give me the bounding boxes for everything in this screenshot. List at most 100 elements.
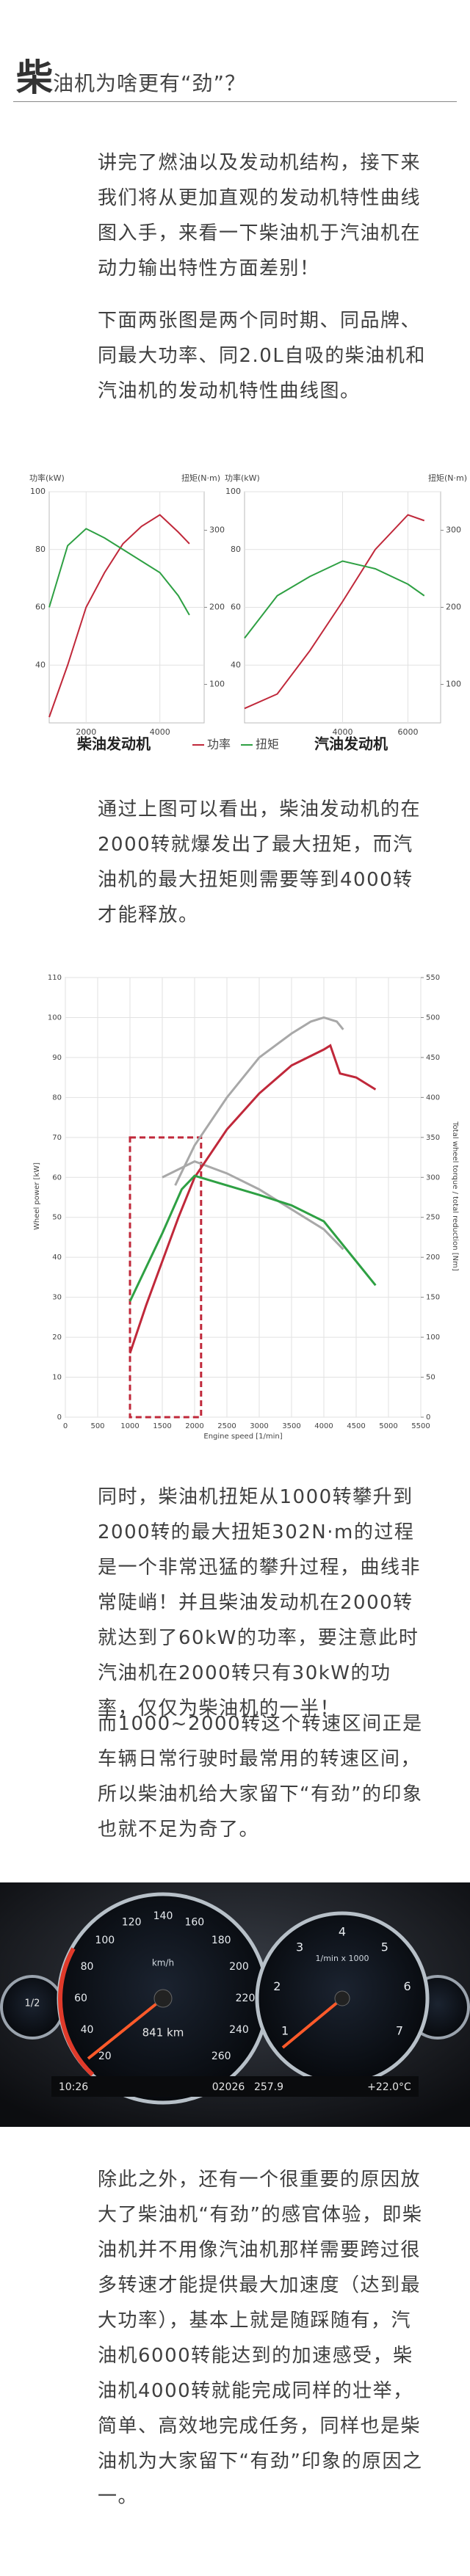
y-tick-label: 50 bbox=[52, 1214, 62, 1222]
y2-tick-label: 450 bbox=[426, 1054, 440, 1062]
x-tick-label: 4000 bbox=[314, 1422, 333, 1430]
gauge-number: 100 bbox=[95, 1935, 115, 1946]
gauge-number: 220 bbox=[236, 1993, 256, 2004]
gauge-number: 4 bbox=[339, 1925, 346, 1939]
paragraph: 通过上图可以看出，柴油发动机的在2000转就爆发出了最大扭矩，而汽油机的最大扭矩… bbox=[98, 798, 422, 926]
series-line bbox=[174, 1016, 344, 1186]
y-tick-label: 80 bbox=[52, 1094, 62, 1102]
dashboard-photo: km/h 1/min x 1000 1/2 841 km 10:26 02026… bbox=[0, 1882, 470, 2127]
x-tick-label: 5000 bbox=[379, 1422, 397, 1430]
y-tick-label: 60 bbox=[35, 603, 46, 612]
heading: 柴油机为啥更有“劲”？ bbox=[16, 48, 246, 101]
y-tick-label: 80 bbox=[35, 545, 46, 554]
y-tick-label: 60 bbox=[231, 603, 241, 612]
y2-tick-label: 100 bbox=[446, 680, 461, 689]
y2-tick-label: 200 bbox=[426, 1254, 440, 1262]
y2-tick-label: 100 bbox=[426, 1334, 440, 1342]
gauge-number: 6 bbox=[404, 1979, 411, 1993]
trip: 257.9 bbox=[254, 2081, 283, 2093]
legend-label: 扭矩 bbox=[256, 738, 279, 752]
legend-label: 功率 bbox=[207, 738, 231, 752]
comparison-chart: 0 500 1000 1500 2000 2500 3000 3500 4000 4500 5000… bbox=[33, 974, 459, 1441]
gauge-number: 1 bbox=[281, 2024, 289, 2038]
y2-tick-label: 400 bbox=[426, 1094, 440, 1102]
paragraph: 下面两张图是两个同时期、同品牌、同最大功率、同2.0L自吸的柴油机和汽油机的发动… bbox=[98, 310, 426, 402]
y2-tick-label: 150 bbox=[426, 1294, 440, 1302]
x-tick-label: 3000 bbox=[250, 1422, 268, 1430]
speed-needle bbox=[87, 1997, 164, 2060]
temperature: +22.0°C bbox=[367, 2081, 411, 2093]
needle-hub bbox=[334, 1990, 350, 2006]
y2-tick-label: 200 bbox=[446, 603, 461, 612]
x-tick-label: 0 bbox=[63, 1422, 68, 1430]
range: 841 km bbox=[142, 2026, 184, 2040]
y2-axis-label: Total wheel torque / total reduction [Nm… bbox=[451, 1121, 459, 1271]
y-tick-label: 60 bbox=[52, 1174, 62, 1182]
heading-text: 油机为啥更有“劲”？ bbox=[53, 71, 247, 95]
gauge-number: 40 bbox=[81, 2024, 94, 2036]
gauge-number: 60 bbox=[74, 1993, 87, 2004]
rpm-needle bbox=[281, 1997, 344, 2049]
y2-tick-label: 100 bbox=[209, 680, 225, 689]
y-tick-label: 30 bbox=[52, 1294, 62, 1302]
y-axis-label: 功率(kW) bbox=[29, 473, 65, 483]
series-line bbox=[48, 514, 190, 718]
series-line bbox=[244, 514, 425, 710]
gauge-number: 20 bbox=[98, 2051, 112, 2062]
series-line bbox=[244, 560, 425, 639]
y2-tick-label: 50 bbox=[426, 1374, 435, 1382]
gauge-number: 2 bbox=[273, 1979, 281, 1993]
y2-tick-label: 550 bbox=[426, 974, 440, 982]
y-tick-label: 80 bbox=[231, 545, 241, 554]
odometer: 02026 bbox=[212, 2081, 245, 2093]
x-tick-label: 3500 bbox=[282, 1422, 300, 1430]
y2-tick-label: 500 bbox=[426, 1014, 440, 1022]
gauge-number: 200 bbox=[229, 1961, 249, 1973]
time: 10:26 bbox=[59, 2081, 88, 2093]
y-tick-label: 90 bbox=[52, 1054, 62, 1062]
y2-tick-label: 250 bbox=[426, 1214, 440, 1222]
x-tick-label: 1500 bbox=[153, 1422, 171, 1430]
x-tick-label: 2500 bbox=[217, 1422, 236, 1430]
x-tick-label: 1000 bbox=[120, 1422, 139, 1430]
y-tick-label: 40 bbox=[52, 1254, 62, 1262]
x-tick-label: 2000 bbox=[185, 1422, 203, 1430]
paragraph: 而1000~2000转这个转速区间正是车辆日常行驶时最常用的转速区间，所以柴油机… bbox=[98, 1713, 423, 1841]
x-tick-label: 500 bbox=[90, 1422, 104, 1430]
heading-rule bbox=[13, 101, 457, 102]
y-tick-label: 10 bbox=[52, 1374, 62, 1382]
gauge-number: 180 bbox=[212, 1935, 231, 1946]
y-tick-label: 110 bbox=[48, 974, 62, 982]
y-tick-label: 20 bbox=[52, 1334, 62, 1342]
x-axis-label: Engine speed [1/min] bbox=[203, 1433, 282, 1441]
gauge-number: 240 bbox=[229, 2024, 249, 2036]
y-axis-label: Wheel power [kW] bbox=[33, 1163, 41, 1230]
y-tick-label: 100 bbox=[30, 487, 46, 496]
gauge-number: 120 bbox=[122, 1917, 142, 1929]
x-tick-label: 2000 bbox=[76, 727, 96, 737]
chart-title: 汽油发动机 bbox=[314, 735, 388, 753]
y2-axis-label: 扭矩(N·m) bbox=[428, 473, 467, 483]
speed-red-arc bbox=[58, 1947, 95, 2077]
heading-initial: 柴 bbox=[16, 57, 53, 99]
info-strip bbox=[51, 2076, 419, 2097]
y2-tick-label: 0 bbox=[426, 1413, 430, 1422]
gauge-number: 5 bbox=[381, 1940, 388, 1954]
y-axis-label: 功率(kW) bbox=[225, 473, 260, 483]
y2-tick-label: 200 bbox=[209, 603, 225, 612]
rpm-unit: 1/min x 1000 bbox=[316, 1954, 369, 1963]
y2-tick-label: 300 bbox=[426, 1174, 440, 1182]
y-tick-label: 40 bbox=[231, 660, 241, 669]
y-tick-label: 70 bbox=[52, 1134, 62, 1142]
x-tick-label: 4000 bbox=[150, 727, 170, 737]
small-charts: 2000 4000 40 60 80 100 100 200 300 功率(kW) 扭矩(N·m) 柴… bbox=[29, 473, 467, 753]
speed-unit: km/h bbox=[152, 1958, 174, 1968]
fuel-label: 1/2 bbox=[25, 1998, 40, 2009]
highlight-box bbox=[129, 1136, 203, 1419]
gauge-number: 7 bbox=[396, 2024, 403, 2038]
x-tick-label: 4000 bbox=[333, 727, 353, 737]
series-line bbox=[129, 1174, 377, 1302]
y-tick-label: 100 bbox=[48, 1014, 62, 1022]
series-line bbox=[162, 1160, 344, 1251]
